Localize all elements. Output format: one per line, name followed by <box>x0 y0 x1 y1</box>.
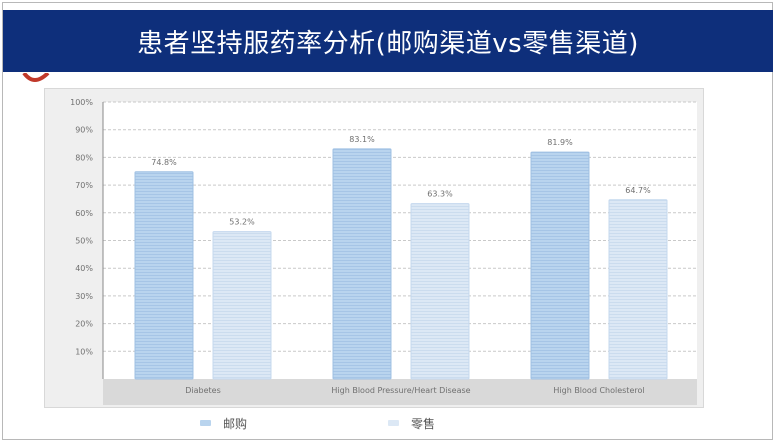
legend-swatch-retail <box>388 420 399 426</box>
bar-chart: 10% 20% 30% 40% 50% 60% 70% 80% 90% 100% 74.8% 53.2… <box>70 98 697 405</box>
y-tick-label: 70% <box>75 181 93 190</box>
bar-mail-order <box>530 151 590 380</box>
legend-item-mail-order: 邮购 <box>200 414 247 432</box>
legend-swatch-mail-order <box>200 420 211 426</box>
bar-retail <box>608 199 668 380</box>
title-bar: 患者坚持服药率分析(邮购渠道vs零售渠道) <box>3 10 773 72</box>
bar-value-label: 63.3% <box>427 190 453 199</box>
bar-retail <box>212 231 272 380</box>
bar-retail <box>410 203 470 380</box>
bar-mail-order <box>332 148 392 380</box>
y-tick-label: 10% <box>75 347 93 356</box>
y-tick-label: 80% <box>75 153 93 162</box>
chart-panel: 10% 20% 30% 40% 50% 60% 70% 80% 90% 100% 74.8% 53.2… <box>44 88 704 408</box>
y-tick-label: 20% <box>75 320 93 329</box>
x-tick-label: High Blood Cholesterol <box>553 386 644 395</box>
bar-value-label: 81.9% <box>547 138 573 147</box>
y-tick-label: 50% <box>75 237 93 246</box>
bar-value-label: 74.8% <box>151 158 177 167</box>
y-tick-label: 60% <box>75 209 93 218</box>
bar-value-label: 53.2% <box>229 218 255 227</box>
legend-label-mail-order: 邮购 <box>223 416 248 431</box>
x-axis-band <box>103 379 697 405</box>
legend-item-retail: 零售 <box>388 414 435 432</box>
bar-value-label: 64.7% <box>625 186 651 195</box>
bar-mail-order <box>134 171 194 380</box>
page-title: 患者坚持服药率分析(邮购渠道vs零售渠道) <box>137 28 639 59</box>
y-tick-label: 30% <box>75 292 93 301</box>
x-tick-label: Diabetes <box>185 386 221 395</box>
logo-icon <box>22 70 50 82</box>
legend-label-retail: 零售 <box>411 416 436 431</box>
x-tick-label: High Blood Pressure/Heart Disease <box>331 386 470 395</box>
y-tick-label: 40% <box>75 264 93 273</box>
y-tick-label: 90% <box>75 126 93 135</box>
y-tick-label: 100% <box>70 98 93 107</box>
bar-value-label: 83.1% <box>349 135 375 144</box>
